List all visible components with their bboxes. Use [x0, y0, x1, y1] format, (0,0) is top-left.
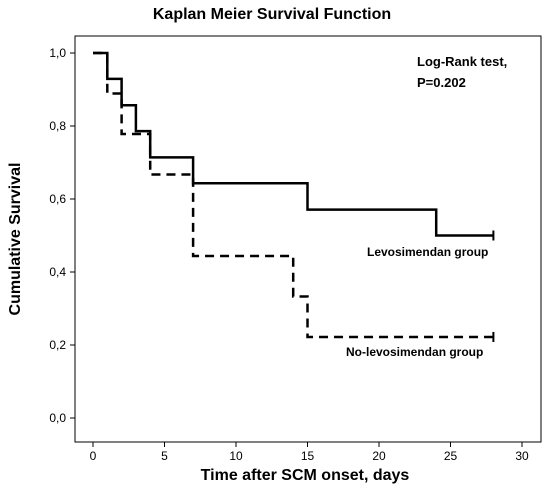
y-axis-label: Cumulative Survival [7, 163, 24, 316]
survival-curve-no-levosimendan [93, 51, 494, 339]
x-tick-label: 5 [161, 449, 168, 463]
chart-title: Kaplan Meier Survival Function [153, 6, 391, 23]
y-tick-label: 1,0 [49, 46, 66, 60]
x-tick-label: 15 [301, 449, 315, 463]
y-tick-label: 0,0 [49, 411, 66, 425]
plot-frame [74, 35, 542, 443]
x-tick-label: 0 [90, 449, 97, 463]
x-tick-label: 20 [372, 449, 386, 463]
series-layer [93, 51, 495, 342]
x-tick-label: 30 [515, 449, 529, 463]
logrank-annotation-line1: Log-Rank test, [417, 54, 507, 69]
x-tick-label: 10 [229, 449, 243, 463]
axis-ticks: 0 5 10 15 20 25 30 0,0 0,2 0,4 0,6 0,8 1,0 [49, 46, 529, 463]
survival-curve-levosimendan [93, 51, 494, 237]
series-label-levosimendan: Levosimendan group [367, 245, 488, 259]
logrank-annotation-line2: P=0.202 [417, 75, 466, 90]
y-tick-label: 0,4 [49, 265, 66, 279]
y-tick-label: 0,8 [49, 119, 66, 133]
x-axis-label: Time after SCM onset, days [201, 467, 410, 484]
y-tick-label: 0,6 [49, 192, 66, 206]
y-tick-label: 0,2 [49, 338, 66, 352]
x-tick-label: 25 [444, 449, 458, 463]
series-label-no-levosimendan: No-levosimendan group [346, 345, 483, 359]
